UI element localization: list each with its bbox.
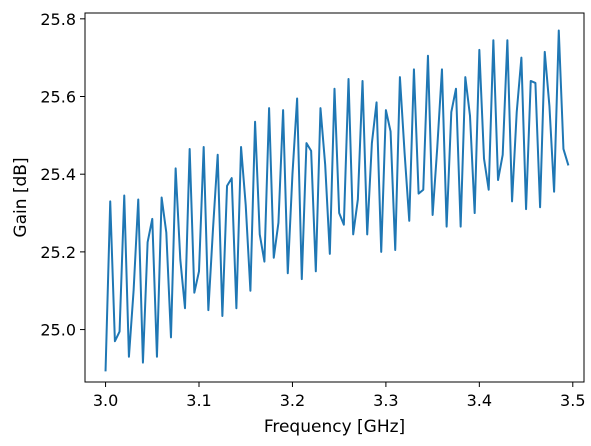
y-tick-label: 25.2 (40, 243, 76, 262)
y-tick-label: 25.8 (40, 10, 76, 29)
y-axis-label: Gain [dB] (11, 157, 31, 237)
y-tick-label: 25.0 (40, 321, 76, 340)
y-axis-ticks: 25.0 25.2 25.4 25.6 25.8 (40, 10, 85, 340)
x-tick-label: 3.3 (373, 391, 398, 410)
series-layer (104, 29, 570, 372)
x-axis-ticks: 3.0 3.1 3.2 3.3 3.4 3.5 (93, 382, 586, 410)
x-tick-label: 3.2 (280, 391, 305, 410)
plot-area-frame (84, 12, 585, 383)
x-tick-label: 3.5 (560, 391, 585, 410)
x-tick-label: 3.1 (186, 391, 211, 410)
x-axis-label: Frequency [GHz] (264, 417, 405, 437)
y-tick-label: 25.6 (40, 88, 76, 107)
y-tick-label: 25.4 (40, 165, 76, 184)
series-line-0 (104, 29, 570, 372)
x-tick-label: 3.4 (467, 391, 492, 410)
x-tick-label: 3.0 (93, 391, 118, 410)
